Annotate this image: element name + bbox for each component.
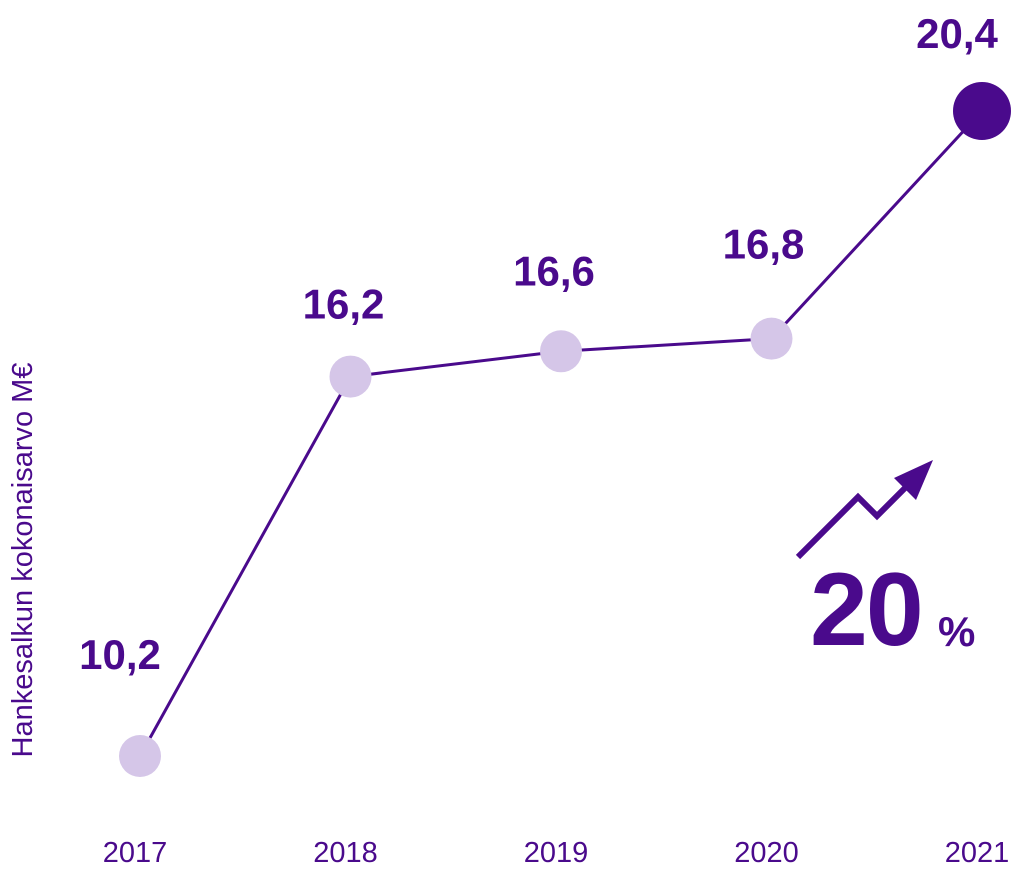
data-label: 16,8 <box>723 221 805 268</box>
x-tick-label: 2021 <box>945 837 1010 869</box>
x-tick-label: 2017 <box>103 837 168 869</box>
data-point-layer <box>119 82 1011 777</box>
data-label: 20,4 <box>916 10 998 57</box>
x-axis-tick-layer: 2017 2018 2019 2020 2021 <box>103 837 1010 869</box>
trend-up-arrow-icon <box>795 460 933 560</box>
data-label-layer: 10,2 16,2 16,6 16,8 20,4 <box>79 10 998 678</box>
data-point <box>119 735 161 777</box>
callout-unit: % <box>938 608 975 655</box>
callout-value: 20 <box>810 552 922 668</box>
data-point <box>329 355 372 398</box>
x-tick-label: 2020 <box>734 837 799 869</box>
data-label: 10,2 <box>79 631 161 678</box>
x-tick-label: 2018 <box>313 837 378 869</box>
y-axis-title: Hankesalkun kokonaisarvo M€ <box>7 363 39 758</box>
data-label: 16,2 <box>303 281 385 328</box>
data-point <box>540 330 582 373</box>
data-point <box>750 317 793 360</box>
data-point <box>953 82 1011 140</box>
x-tick-label: 2019 <box>524 837 589 869</box>
data-label: 16,6 <box>513 247 595 294</box>
